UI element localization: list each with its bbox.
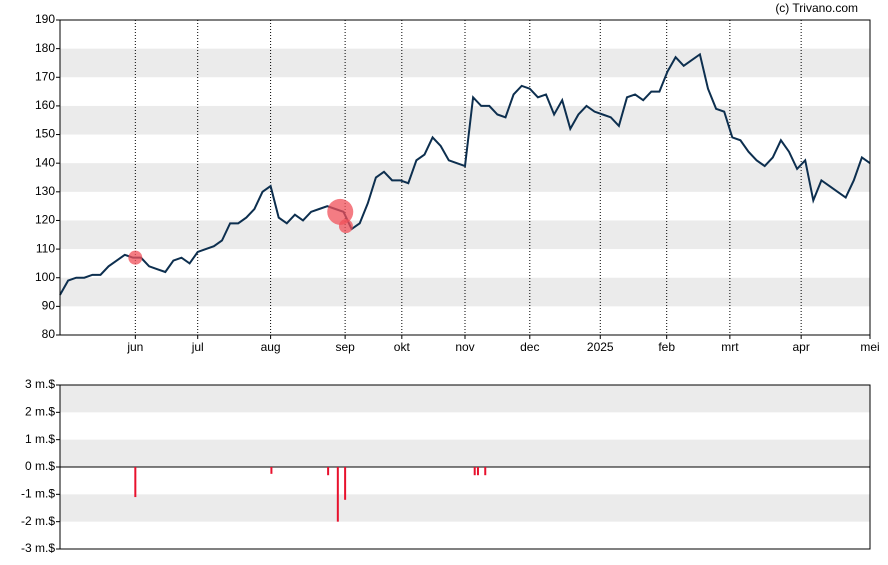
y-tick-label: 130: [35, 184, 55, 198]
x-tick-label: sep: [335, 340, 355, 354]
x-tick-label: nov: [455, 340, 474, 354]
plot-frame: [59, 384, 871, 550]
y-tick-label: 140: [35, 155, 55, 169]
bar: [327, 467, 330, 476]
y-tick-label: 0 m.$: [25, 459, 55, 473]
y-tick-label: 170: [35, 69, 55, 83]
band: [60, 277, 870, 307]
bar: [336, 467, 339, 522]
y-tick-label: 1 m.$: [25, 432, 55, 446]
bar: [344, 467, 347, 500]
y-tick-label: 180: [35, 41, 55, 55]
x-tick-label: mrt: [721, 340, 739, 354]
y-tick-label: 90: [42, 299, 56, 313]
marker-bubble: [338, 219, 353, 234]
source-credit: (c) Trivano.com: [775, 1, 858, 15]
y-tick-label: -2 m.$: [21, 514, 55, 528]
bar: [476, 467, 479, 476]
x-tick-label: feb: [658, 340, 675, 354]
x-tick-label: apr: [792, 340, 809, 354]
x-tick-label: dec: [520, 340, 539, 354]
band: [60, 494, 870, 522]
y-tick-label: 100: [35, 270, 55, 284]
x-tick-label: okt: [394, 340, 411, 354]
marker-bubble: [327, 198, 354, 225]
plot-frame: [59, 19, 871, 336]
marker-bubble: [128, 250, 143, 265]
bar: [484, 467, 487, 476]
y-tick-label: 3 m.$: [25, 377, 55, 391]
bar: [270, 467, 273, 474]
x-tick-label: 2025: [587, 340, 614, 354]
x-tick-label: mei: [860, 340, 879, 354]
bar: [134, 467, 137, 498]
y-tick-label: 2 m.$: [25, 405, 55, 419]
y-tick-label: 120: [35, 213, 55, 227]
y-tick-label: 190: [35, 12, 55, 26]
x-tick-label: jul: [191, 340, 204, 354]
y-tick-label: -1 m.$: [21, 487, 55, 501]
y-tick-label: 110: [36, 241, 55, 255]
band: [60, 220, 870, 250]
y-tick-label: 160: [35, 98, 55, 112]
bar: [473, 467, 476, 476]
y-tick-label: 150: [35, 127, 55, 141]
y-tick-label: -3 m.$: [21, 541, 55, 555]
price-line: [59, 52, 871, 296]
x-tick-label: jun: [126, 340, 143, 354]
band: [60, 385, 870, 413]
band: [60, 439, 870, 467]
x-tick-label: aug: [261, 340, 281, 354]
y-tick-label: 80: [42, 327, 56, 341]
